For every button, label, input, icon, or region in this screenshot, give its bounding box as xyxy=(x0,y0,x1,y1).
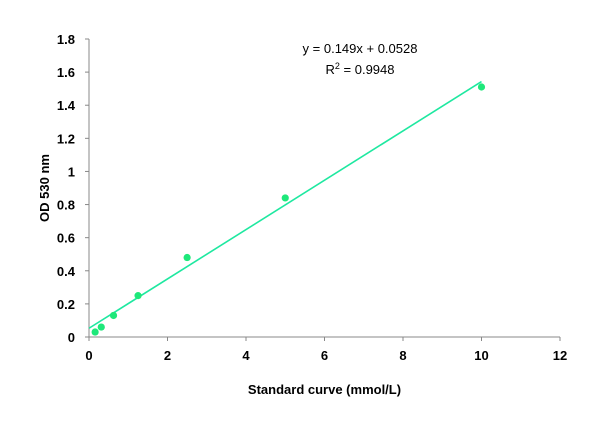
trendline-group xyxy=(88,80,482,329)
y-tick-label: 1.8 xyxy=(57,32,75,47)
r-squared-superscript: 2 xyxy=(335,61,340,71)
y-tick-label: 0 xyxy=(68,330,75,345)
data-point xyxy=(281,194,289,202)
trendline xyxy=(88,80,482,329)
data-point xyxy=(97,323,105,331)
y-tick-label: 0.4 xyxy=(57,264,76,279)
y-tick-labels: 0 0.2 0.4 0.6 0.8 1 1.2 1.4 1.6 1.8 xyxy=(57,32,76,345)
x-tick-label: 6 xyxy=(321,348,328,363)
y-tick-label: 0.8 xyxy=(57,198,75,213)
data-point xyxy=(477,83,486,91)
x-tick-label: 4 xyxy=(242,348,250,363)
y-tick-label: 1.4 xyxy=(57,98,76,113)
chart-tick-marks xyxy=(85,38,561,341)
r-squared-prefix: R xyxy=(326,62,335,77)
x-tick-label: 0 xyxy=(85,348,92,363)
y-tick-label: 1 xyxy=(68,164,75,179)
x-axis-title: Standard curve (mmol/L) xyxy=(248,382,401,397)
x-tick-label: 12 xyxy=(553,348,567,363)
r-squared-label: R2 = 0.9948 xyxy=(326,61,395,77)
y-tick-label: 1.6 xyxy=(57,65,75,80)
x-tick-label: 10 xyxy=(474,348,488,363)
y-tick-label: 0.2 xyxy=(57,297,75,312)
x-tick-labels: 0 2 4 6 8 10 12 xyxy=(85,348,567,363)
data-point xyxy=(134,292,142,300)
data-point xyxy=(183,253,191,262)
y-tick-label: 0.6 xyxy=(57,231,75,246)
r-squared-value: = 0.9948 xyxy=(340,62,395,77)
data-points xyxy=(91,83,486,336)
data-point xyxy=(109,311,118,320)
trendline-equation: y = 0.149x + 0.0528 xyxy=(303,41,418,56)
chart-axes xyxy=(88,39,560,338)
x-tick-label: 8 xyxy=(399,348,406,363)
y-tick-label: 1.2 xyxy=(57,131,75,146)
data-point xyxy=(91,328,99,336)
x-tick-label: 2 xyxy=(164,348,171,363)
y-axis-title: OD 530 nm xyxy=(37,154,52,222)
